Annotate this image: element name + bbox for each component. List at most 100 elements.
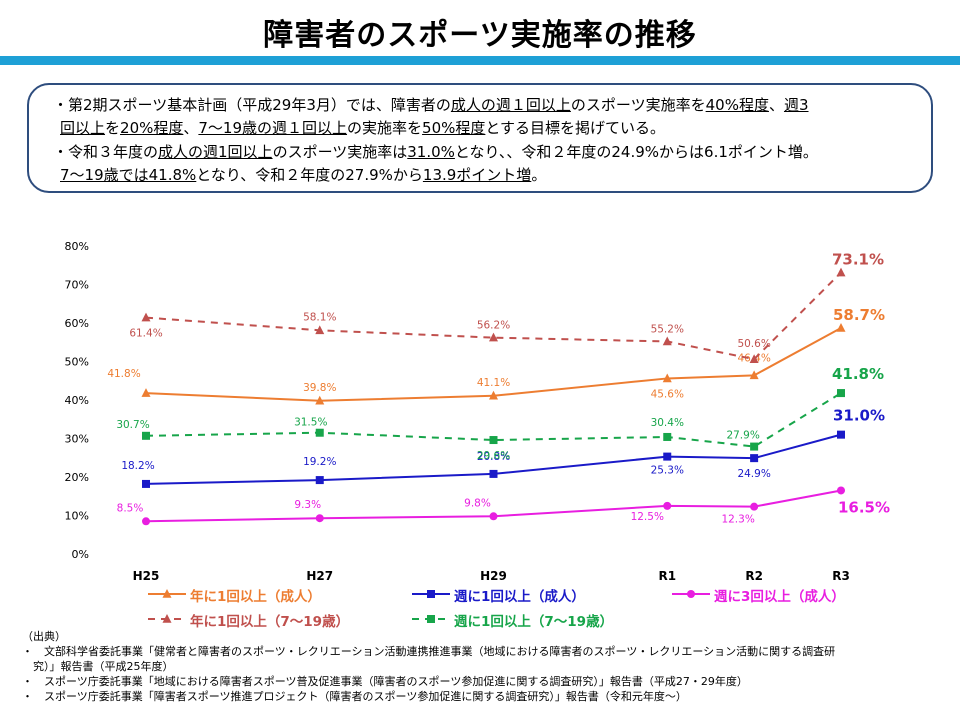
data-label: 45.6% [651, 388, 684, 400]
x-tick-label: R3 [832, 569, 850, 583]
data-label: 27.9% [726, 430, 759, 442]
series-line [145, 392, 842, 448]
data-point-marker [750, 442, 759, 451]
y-tick-label: 50% [65, 356, 89, 369]
summary-line-2: 回以上を20%程度、7～19歳の週１回以上の実施率を50%程度とする目標を掲げて… [60, 118, 665, 138]
series-line [145, 327, 842, 402]
data-point-marker [837, 486, 845, 495]
data-point-marker [662, 336, 672, 346]
data-label: 50.6% [737, 338, 770, 350]
data-point-marker [489, 512, 498, 521]
data-label: 25.3% [651, 465, 684, 477]
summary-segment: となり、、令和２年度の24.9%からは6.1ポイント増。 [454, 143, 818, 161]
summary-segment: 13.9ポイント増 [422, 166, 532, 184]
x-tick-label: R2 [745, 569, 763, 583]
data-label: 8.5% [117, 502, 144, 514]
data-point-marker [315, 395, 325, 405]
data-label: 58.1% [303, 311, 336, 323]
legend-label: 週に1回以上（7～19歳） [454, 614, 614, 630]
data-point-marker [142, 517, 150, 526]
legend-marker [162, 589, 172, 598]
title-divider [0, 56, 960, 65]
summary-segment: とする目標を掲げている。 [485, 119, 665, 137]
data-label: 41.1% [477, 377, 510, 389]
source-line: 究）」報告書（平成25年度） [22, 660, 174, 673]
x-tick-label: R1 [658, 569, 676, 583]
y-tick-label: 0% [72, 548, 89, 561]
legend-marker [427, 590, 435, 598]
data-label: 16.5% [838, 498, 890, 516]
data-label: 73.1% [832, 251, 884, 269]
legend-marker [687, 590, 695, 598]
summary-segment: 7～19歳では41.8% [60, 166, 197, 184]
summary-line-4: 7～19歳では41.8%となり、令和２年度の27.9%から13.9ポイント増。 [60, 165, 546, 185]
page-title: 障害者のスポーツ実施率の推移 [263, 18, 697, 53]
y-tick-label: 70% [65, 279, 89, 292]
legend-label: 年に1回以上（7～19歳） [190, 614, 350, 630]
data-point-marker [315, 514, 324, 523]
data-label: 19.2% [303, 456, 336, 468]
data-point-marker [663, 432, 672, 441]
y-tick-label: 80% [65, 240, 89, 253]
data-point-marker [837, 389, 845, 398]
y-tick-label: 20% [65, 471, 89, 484]
source-line: ・ 文部科学省委託事業「健常者と障害者のスポーツ・レクリエーション活動連携推進事… [22, 645, 836, 658]
summary-line-3: ・令和３年度の成人の週1回以上のスポーツ実施率は31.0%となり、、令和２年度の… [53, 142, 818, 162]
data-label: 29.6% [477, 450, 510, 462]
summary-segment: 、 [183, 119, 199, 137]
x-tick-label: H25 [133, 569, 160, 583]
data-label: 58.7% [833, 306, 885, 324]
y-tick-label: 30% [65, 433, 89, 446]
summary-segment: 31.0% [407, 143, 455, 161]
summary-segment: 40%程度 [705, 96, 769, 114]
summary-segment: の実施率を [347, 119, 423, 137]
data-label: 12.3% [721, 514, 754, 526]
data-label: 39.8% [303, 382, 336, 394]
summary-segment: 50%程度 [422, 119, 486, 137]
data-label: 61.4% [129, 328, 162, 340]
y-tick-label: 40% [65, 394, 89, 407]
source-line: ・ スポーツ庁委託事業「障害者スポーツ推進プロジェクト（障害者のスポーツ参加促進… [22, 690, 687, 703]
summary-segment: 回以上 [60, 119, 106, 137]
data-label: 12.5% [631, 511, 664, 523]
data-label: 31.0% [833, 407, 885, 425]
data-label: 30.4% [651, 417, 684, 429]
data-point-marker [749, 370, 759, 380]
legend-label: 週に3回以上（成人） [714, 589, 845, 605]
data-point-marker [142, 431, 150, 440]
summary-segment: のスポーツ実施率は [272, 143, 408, 161]
data-point-marker [750, 502, 759, 511]
summary-segment: 成人の週１回以上 [450, 96, 571, 114]
legend-label: 年に1回以上（成人） [190, 589, 321, 605]
summary-segment: のスポーツ実施率を [570, 96, 706, 114]
data-point-marker [141, 312, 151, 322]
series-line [145, 433, 842, 485]
data-label: 55.2% [651, 323, 684, 335]
data-label: 20.8% [477, 451, 510, 463]
series-line [145, 489, 842, 523]
data-point-marker [663, 452, 672, 461]
sources-heading: （出典） [22, 630, 66, 643]
summary-segment: となり、令和２年度の27.9%から [196, 166, 423, 184]
summary-segment: ・令和３年度の [53, 143, 159, 161]
data-point-marker [836, 267, 846, 277]
summary-segment: 。 [531, 166, 547, 184]
data-label: 18.2% [121, 460, 154, 472]
data-label: 41.8% [832, 365, 884, 383]
data-point-marker [663, 501, 672, 510]
data-label: 56.2% [477, 320, 510, 332]
data-point-marker [750, 454, 759, 463]
data-point-marker [142, 479, 150, 488]
x-tick-label: H27 [306, 569, 333, 583]
data-point-marker [489, 390, 498, 400]
legend-marker [162, 614, 172, 623]
data-label: 9.8% [464, 497, 491, 509]
legend-label: 週に1回以上（成人） [454, 589, 585, 605]
y-tick-label: 10% [65, 510, 89, 523]
data-point-marker [141, 388, 151, 397]
data-point-marker [489, 436, 498, 445]
data-point-marker [749, 354, 759, 363]
source-line: ・ スポーツ庁委託事業「地域における障害者スポーツ普及促進事業（障害者のスポーツ… [22, 675, 748, 688]
legend-marker [427, 615, 435, 623]
